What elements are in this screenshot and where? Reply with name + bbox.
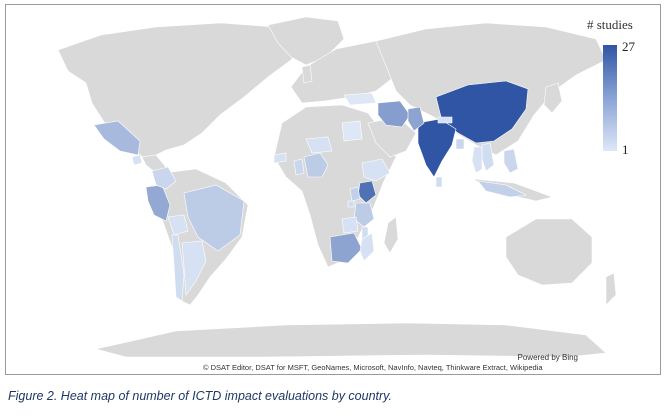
land-north-america <box>57 22 307 158</box>
land-japan <box>543 82 563 114</box>
country-nigeria[interactable]: Nigeria <box>303 152 329 178</box>
country-indonesia[interactable]: Indonesia <box>477 180 528 198</box>
country-thailand[interactable]: Thailand <box>471 146 483 174</box>
powered-by-text: Powered by Bing <box>517 353 578 362</box>
country-south-africa[interactable]: South Africa <box>329 232 363 264</box>
world-map[interactable]: ChinaIndiaKenyaIranPakistanSouth AfricaP… <box>6 5 660 374</box>
country-chile[interactable]: Chile <box>171 234 185 302</box>
map-frame: ChinaIndiaKenyaIranPakistanSouth AfricaP… <box>5 4 661 375</box>
country-tanzania[interactable]: Tanzania <box>353 202 375 228</box>
figure-caption: Figure 2. Heat map of number of ICTD imp… <box>8 389 392 403</box>
land-africa <box>273 104 397 268</box>
country-bolivia[interactable]: Bolivia <box>167 214 189 236</box>
attribution-text: © DSAT Editor, DSAT for MSFT, GeoNames, … <box>203 363 543 372</box>
country-mozambique[interactable]: Mozambique <box>359 232 375 262</box>
country-rwanda[interactable]: Rwanda <box>347 200 355 208</box>
land-antarctica <box>95 322 607 358</box>
country-guatemala[interactable]: Guatemala <box>131 154 143 166</box>
land-madagascar <box>383 216 399 254</box>
legend-min-label: 1 <box>622 142 629 157</box>
legend-title: # studies <box>587 17 633 32</box>
country-brazil[interactable]: Brazil <box>183 184 245 252</box>
land-layer <box>57 16 617 358</box>
country-ghana[interactable]: Ghana <box>293 158 305 176</box>
country-senegal[interactable]: Senegal <box>273 152 287 164</box>
country-ethiopia[interactable]: Ethiopia <box>361 158 391 182</box>
land-australia <box>505 218 593 286</box>
country-layer: ChinaIndiaKenyaIranPakistanSouth AfricaP… <box>93 80 529 302</box>
country-zambia[interactable]: Zambia <box>341 216 359 234</box>
country-nepal[interactable]: Nepal <box>437 116 453 124</box>
country-bangladesh[interactable]: Bangladesh <box>455 138 465 150</box>
country-colombia[interactable]: Colombia <box>151 166 177 190</box>
country-iran[interactable]: Iran <box>377 100 411 128</box>
land-new-zealand <box>605 272 617 306</box>
country-philippines[interactable]: Philippines <box>503 148 519 174</box>
country-turkey[interactable]: Turkey <box>343 92 377 106</box>
country-egypt[interactable]: Egypt <box>341 120 363 142</box>
country-argentina[interactable]: Argentina <box>181 240 207 296</box>
country-mexico[interactable]: Mexico <box>93 120 141 156</box>
land-uk <box>301 64 313 84</box>
country-niger[interactable]: Niger <box>305 136 333 154</box>
country-pakistan[interactable]: Pakistan <box>407 106 425 132</box>
legend-max-label: 27 <box>622 39 635 54</box>
country-sri-lanka[interactable]: Sri Lanka <box>435 176 443 188</box>
country-uganda[interactable]: Uganda <box>349 186 361 202</box>
legend-color-scale <box>603 45 617 151</box>
country-india[interactable]: India <box>417 118 457 178</box>
